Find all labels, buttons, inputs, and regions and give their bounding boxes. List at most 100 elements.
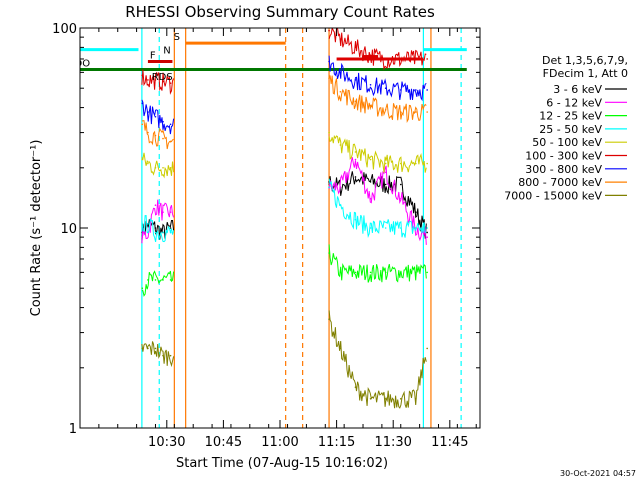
series-3-point-1 <box>147 222 149 225</box>
series-0-point-10 <box>399 183 402 186</box>
series-2-point-10 <box>399 271 402 274</box>
legend-label-1: 6 - 12 keV <box>546 96 602 109</box>
series-7-segment-0 <box>141 120 174 150</box>
legend-label-0: 3 - 6 keV <box>553 83 602 96</box>
series-0 <box>141 171 428 243</box>
series-7-point-0 <box>141 123 144 126</box>
series-5-point-11 <box>415 58 417 60</box>
series-0-point-9 <box>384 183 387 186</box>
series-4-point-8 <box>369 158 372 161</box>
legend-label-7: 800 - 7000 keV <box>518 176 602 189</box>
series-8-point-9 <box>384 397 387 400</box>
series-3-segment-0 <box>141 214 175 243</box>
series-2-point-3 <box>162 279 164 281</box>
series-0-point-4 <box>169 227 172 229</box>
series-2-point-5 <box>328 252 330 254</box>
series-0-point-12 <box>426 231 428 234</box>
series-5-point-8 <box>369 54 372 57</box>
series-2-point-12 <box>426 271 428 274</box>
legend-header-0: Det 1,3,5,6,7,9, <box>542 54 628 67</box>
series-2-point-11 <box>415 271 417 274</box>
series-2-point-6 <box>339 271 342 274</box>
series-1-point-2 <box>154 204 157 207</box>
series-2 <box>141 244 428 297</box>
series-4-point-12 <box>426 162 428 165</box>
series-5-point-0 <box>141 74 144 77</box>
series-8-point-7 <box>354 386 357 388</box>
series-7 <box>141 75 428 150</box>
plot-frame <box>79 27 481 429</box>
series-8-point-10 <box>399 397 402 400</box>
series-1-point-9 <box>384 171 387 174</box>
legend-label-6: 300 - 800 keV <box>525 163 602 176</box>
series-6-segment-1 <box>328 55 427 102</box>
series-1-point-12 <box>426 236 428 238</box>
series-1-point-10 <box>399 197 402 200</box>
y-tick-label-0: 1 <box>69 422 77 437</box>
series-1-point-4 <box>169 211 172 213</box>
series-8-point-0 <box>141 347 144 350</box>
series-3-point-12 <box>426 227 428 229</box>
series-1-point-0 <box>141 236 144 238</box>
flag-label-2: S <box>174 32 180 43</box>
series-8-segment-0 <box>141 341 175 368</box>
x-tick-label-1: 10:45 <box>205 435 242 450</box>
series-3-point-11 <box>415 227 417 229</box>
y-tick-label-1: 10 <box>60 222 77 237</box>
series-2-point-7 <box>354 271 357 274</box>
series-8 <box>141 310 428 409</box>
chart-title: RHESSI Observing Summary Count Rates <box>125 3 435 21</box>
flag-label-4: N <box>163 46 170 57</box>
series-0-point-8 <box>369 181 372 183</box>
series-8-segment-1 <box>328 310 427 409</box>
series-5-point-2 <box>154 79 157 81</box>
series-2-segment-1 <box>328 244 427 283</box>
series-6-point-0 <box>141 102 144 105</box>
y-axis-label: Count Rate (s⁻¹ detector⁻¹) <box>29 140 44 317</box>
series-6-point-4 <box>169 123 172 126</box>
timestamp-stamp: 30-Oct-2021 04:57 <box>560 469 636 478</box>
series-2-point-1 <box>147 279 149 281</box>
series-5-point-9 <box>384 58 387 60</box>
x-axis-label: Start Time (07-Aug-15 10:16:02) <box>176 456 388 471</box>
series-3-point-5 <box>328 186 330 188</box>
series-7-point-11 <box>415 111 417 113</box>
series-3-point-10 <box>399 227 402 229</box>
series-1 <box>141 157 428 245</box>
series-6-point-6 <box>339 71 342 74</box>
series-7-point-2 <box>154 134 157 137</box>
series-2-point-0 <box>141 287 144 290</box>
series-1-point-6 <box>339 186 342 188</box>
series-4-point-2 <box>154 166 157 169</box>
series-8-point-12 <box>426 347 428 350</box>
x-tick-label-5: 11:45 <box>431 435 468 450</box>
series-8-point-6 <box>339 347 342 350</box>
series-1-point-8 <box>369 197 372 200</box>
series-3-point-9 <box>384 227 387 229</box>
series-7-point-4 <box>169 140 172 143</box>
series-5-point-3 <box>162 80 164 83</box>
legend-label-2: 12 - 25 keV <box>539 110 602 123</box>
plot-area: RDO S F N RDS <box>80 28 467 428</box>
series-2-point-9 <box>384 271 387 274</box>
series-7-point-9 <box>384 108 387 111</box>
series-5-point-5 <box>328 29 330 32</box>
series-5-point-4 <box>169 82 172 84</box>
series-4-segment-1 <box>328 134 427 173</box>
series-7-point-6 <box>339 90 342 93</box>
series-6-point-1 <box>147 111 149 113</box>
series-0-point-7 <box>354 176 357 178</box>
series-3-point-6 <box>339 204 342 207</box>
series-4-point-9 <box>384 162 387 165</box>
series-6-point-11 <box>415 89 417 91</box>
series-1-point-7 <box>354 158 357 161</box>
series-5-segment-0 <box>141 69 175 95</box>
series-4-point-7 <box>354 151 357 153</box>
flag-label-3: F <box>150 50 156 61</box>
series-4-point-3 <box>162 166 164 169</box>
series-6-point-7 <box>354 79 357 81</box>
series-6-point-3 <box>162 120 164 123</box>
series-7-point-8 <box>369 104 372 107</box>
series-4-segment-0 <box>141 152 175 179</box>
series-7-point-10 <box>399 111 402 113</box>
